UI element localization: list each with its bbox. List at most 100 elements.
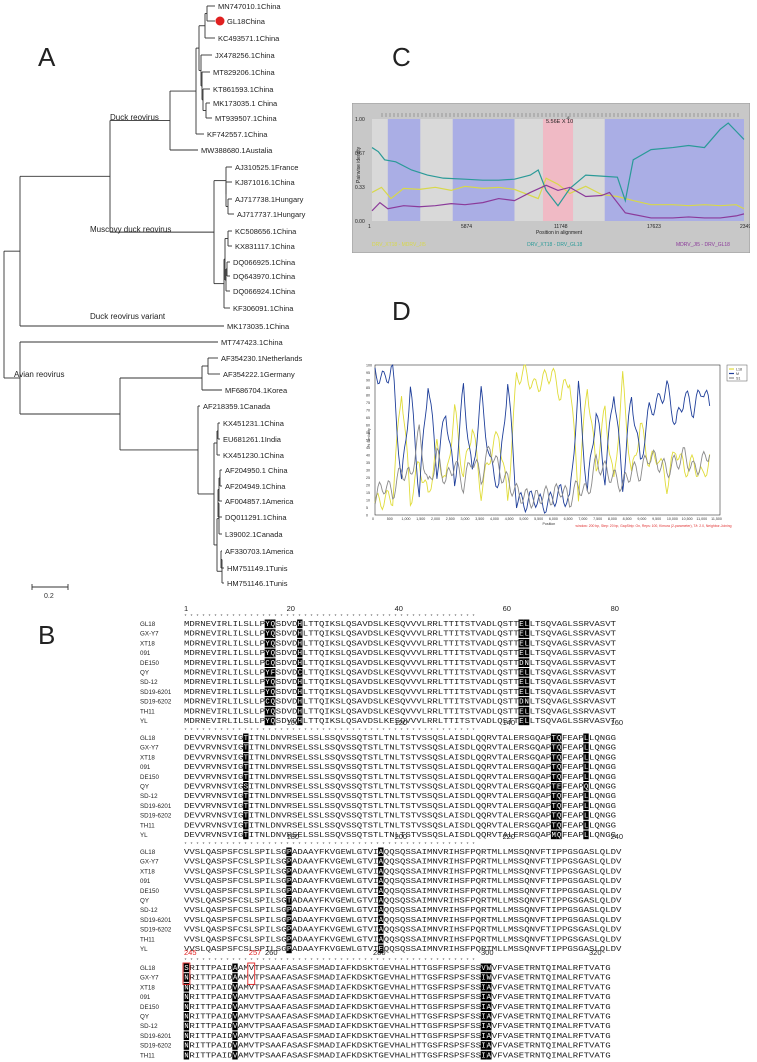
variable-site-residue: A <box>487 1043 492 1051</box>
variable-site-shade <box>486 1041 492 1050</box>
variable-site-shade <box>378 944 384 954</box>
variable-site-residue: Y <box>265 670 270 678</box>
y-tick-label: 20 <box>366 484 370 488</box>
variable-site-residue: L <box>525 670 529 678</box>
y-tick-label: 65 <box>366 416 370 420</box>
variable-site-residue: M <box>552 832 556 840</box>
sequence-row: VVSLQASPSFCSLSPILSGPADAAYFKVGEWLGTVIEQQS… <box>184 946 622 954</box>
variable-site-residue: P <box>287 927 291 935</box>
variable-site-shade <box>480 1041 487 1050</box>
variable-site-shade <box>297 629 303 638</box>
variable-site-shade <box>583 733 589 743</box>
sequence-name: SD19-6202 <box>140 699 172 706</box>
variable-site-residue: A <box>379 898 384 906</box>
sequence-row: MDRNEVIRLILSLLPCQSDVDHLTTQIKSLQSAVDSLKES… <box>184 699 617 707</box>
variable-site-residue: Q <box>271 621 275 629</box>
ruler-number: 140 <box>503 718 516 727</box>
variable-site-residue: P <box>287 907 291 915</box>
variable-site-shade <box>243 811 249 820</box>
ruler-dots: * * * * * * * * * * * * * * * * * * * * … <box>184 614 475 620</box>
variable-site-residue: T <box>244 803 248 811</box>
variable-site-residue: N <box>184 1023 188 1031</box>
variable-site-shade <box>550 733 557 743</box>
sequence-name: TH11 <box>140 708 155 715</box>
sequence-row: VVSLQASPSFCSLSPILSGPADAAYFKVGEWLGTVIAQQS… <box>184 907 622 915</box>
variable-site-shade <box>518 716 524 726</box>
variable-site-shade <box>583 743 589 752</box>
ruler-number: 60 <box>503 604 511 613</box>
variable-site-residue: T <box>552 803 556 811</box>
tree-tip-label: AF330703.1America <box>225 547 294 556</box>
variable-site-shade <box>550 791 557 801</box>
variable-site-shade <box>264 658 271 667</box>
variable-site-residue: V <box>233 1004 238 1012</box>
variable-site-residue: L <box>584 754 588 762</box>
sequence-row: DEVVRVNSVIGSITNLDNVRSELSSLSSQVSSQTSTLTNL… <box>184 784 616 792</box>
x-tick-label: 0 <box>372 517 374 521</box>
variable-site-shade <box>378 857 384 866</box>
sequence-name: DE150 <box>140 660 159 667</box>
sequence-name: GL18 <box>140 621 156 628</box>
variable-site-shade <box>583 762 589 772</box>
variable-site-shade <box>480 1021 487 1031</box>
sequence-row: NRITTPAIDVAMVTPSAAFASASFSMADIAFKDSKTGEVH… <box>184 1043 611 1051</box>
ruler-number: 280 <box>373 948 386 957</box>
variable-site-shade <box>232 982 238 992</box>
variable-site-residue: I <box>481 984 485 992</box>
x-tick-label: 3,000 <box>460 517 469 521</box>
variable-site-residue: T <box>552 822 556 830</box>
variable-site-residue: Q <box>271 699 275 707</box>
variable-site-shade <box>556 772 562 781</box>
tree-tip-label: MT829206.1China <box>213 68 276 77</box>
variable-site-residue: T <box>552 745 556 753</box>
variable-site-residue: H <box>298 689 302 697</box>
variable-site-shade <box>486 1002 492 1011</box>
sequence-row: MDRNEVIRLILSLLPYQSDVDHLTTQIKSLQSAVDSLKES… <box>184 650 617 658</box>
variable-site-residue: N <box>525 660 529 668</box>
tree-tip-label: KX451231.1China <box>223 419 285 428</box>
x-tick-label: 1,000 <box>401 517 410 521</box>
variable-site-residue: Y <box>265 650 270 658</box>
plot-title-exp: -8 <box>566 115 570 120</box>
variable-site-residue: D <box>519 660 523 668</box>
variable-site-shade <box>232 1041 238 1050</box>
ruler-number: 80 <box>611 604 619 613</box>
variable-site-residue: L <box>525 640 529 648</box>
variable-site-shade <box>243 752 249 762</box>
variable-site-residue: T <box>244 754 248 762</box>
panel-label-b: B <box>38 620 56 650</box>
similarity-plot: 0 5 10 15 20 25 30 35 40 45 50 55 60 65 70 75 80 85 90 95 10… <box>366 364 748 528</box>
variable-site-residue: L <box>584 764 588 772</box>
sequence-name: GX-Y7 <box>140 631 159 638</box>
variable-site-shade <box>523 677 530 687</box>
variable-site-residue: Y <box>265 640 270 648</box>
variable-site-shade <box>486 973 492 982</box>
variable-site-residue: T <box>244 735 248 743</box>
variable-site-shade <box>378 886 384 895</box>
variable-site-shade <box>378 905 384 915</box>
variable-site-residue: T <box>552 793 556 801</box>
variable-site-shade <box>270 668 276 677</box>
sequence-name: QY <box>140 1014 149 1021</box>
tree-tip-label: KJ871016.1China <box>235 178 295 187</box>
x-axis-label: Position in alignment <box>536 230 583 236</box>
variable-site-shade <box>518 619 524 629</box>
variable-site-residue: Y <box>265 718 270 726</box>
tree-tip-label: HM751149.1Tunis <box>227 564 288 573</box>
variable-site-shade <box>486 1050 492 1060</box>
variable-site-shade <box>286 934 292 944</box>
variable-site-shade <box>232 1012 238 1021</box>
sequence-name: YL <box>140 946 148 953</box>
variable-site-residue: H <box>298 718 302 726</box>
ruler-number: 160 <box>611 718 624 727</box>
variable-site-residue: A <box>233 965 238 973</box>
variable-site-shade <box>264 629 271 638</box>
variable-site-residue: C <box>265 660 269 668</box>
sequence-name: SD19-6201 <box>140 689 172 696</box>
sequence-row: MDRNEVIRLILSLLPYQSDVDHLTTQIKSLQSAVDSLKES… <box>184 679 617 687</box>
tree-tip-label: AJ717737.1Hungary <box>237 210 306 219</box>
sequence-row: NRITTPAIDVAMVTPSAAFASASFSMADIAFKDSKTGEVH… <box>184 1023 611 1031</box>
variable-site-shade <box>556 820 562 830</box>
tree-tip-label: DQ066925.1China <box>233 258 296 267</box>
y-tick-label: 70 <box>366 409 370 413</box>
